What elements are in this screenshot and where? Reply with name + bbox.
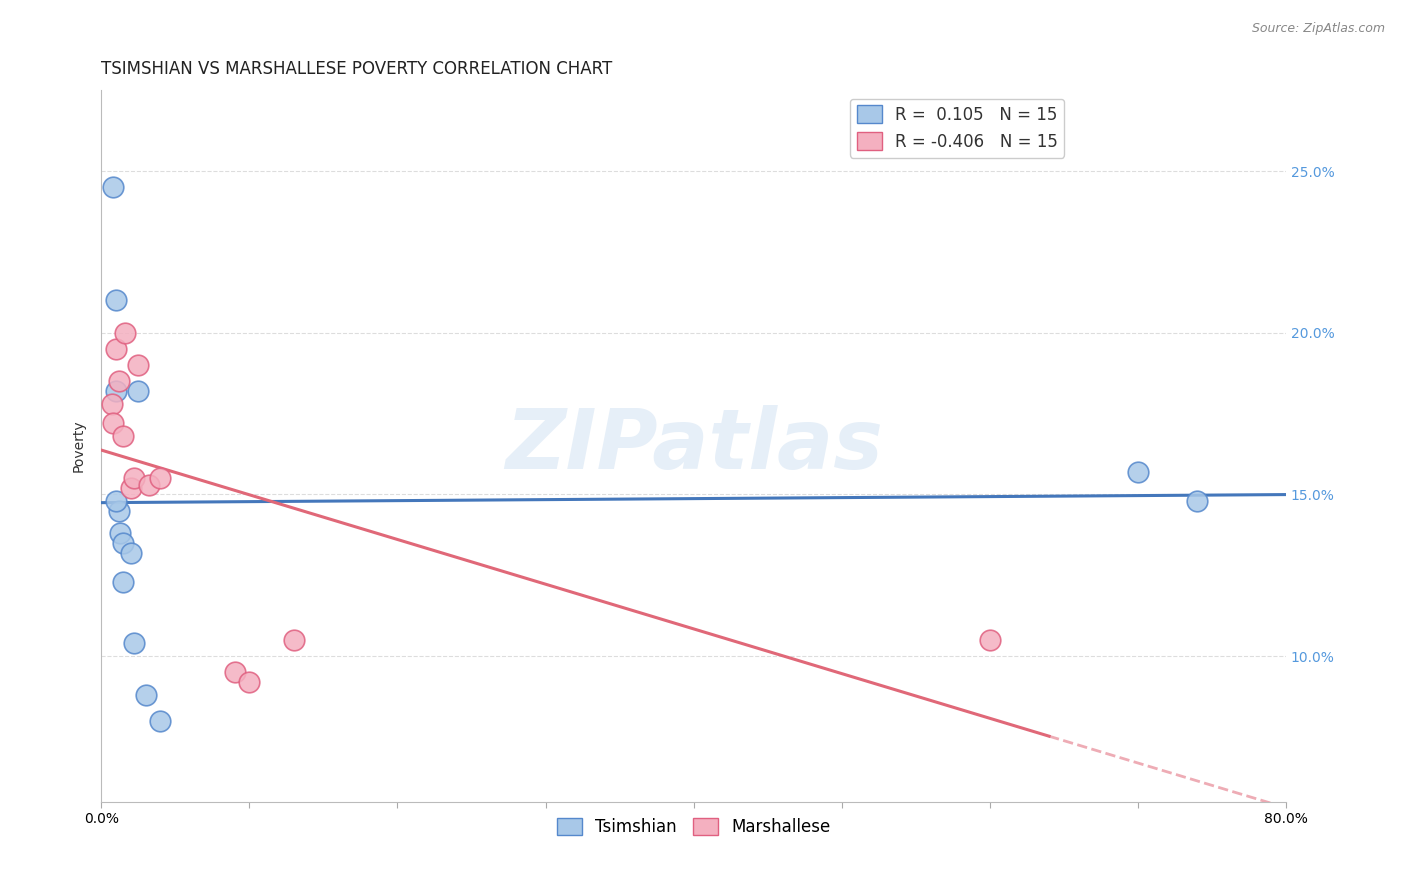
Point (108, 374, 131, 388)
Point (135, 688, 157, 702)
Text: Source: ZipAtlas.com: Source: ZipAtlas.com (1251, 22, 1385, 36)
Point (112, 574, 135, 589)
Point (224, 665, 246, 680)
Point (108, 503, 131, 517)
Point (110, 526, 132, 541)
Point (127, 384, 149, 398)
Point (122, 471, 145, 485)
Point (149, 714, 172, 728)
Y-axis label: Poverty: Poverty (72, 419, 86, 472)
Point (1126, 465, 1149, 479)
Point (105, 293, 128, 308)
Point (105, 342, 128, 356)
Point (114, 326, 136, 340)
Point (238, 675, 260, 690)
Text: TSIMSHIAN VS MARSHALLESE POVERTY CORRELATION CHART: TSIMSHIAN VS MARSHALLESE POVERTY CORRELA… (101, 60, 613, 78)
Point (100, 397, 122, 411)
Point (149, 471, 172, 485)
Point (101, 180, 124, 194)
Point (138, 477, 160, 491)
Point (1185, 494, 1208, 508)
Text: ZIPatlas: ZIPatlas (505, 406, 883, 486)
Point (283, 632, 305, 647)
Point (112, 536, 135, 550)
Legend: Tsimshian, Marshallese: Tsimshian, Marshallese (550, 812, 838, 843)
Point (120, 546, 142, 560)
Point (122, 636, 145, 650)
Point (127, 358, 149, 372)
Point (112, 429, 135, 443)
Point (105, 384, 128, 398)
Point (101, 417, 124, 431)
Point (105, 494, 128, 508)
Point (979, 632, 1001, 647)
Point (120, 481, 142, 495)
